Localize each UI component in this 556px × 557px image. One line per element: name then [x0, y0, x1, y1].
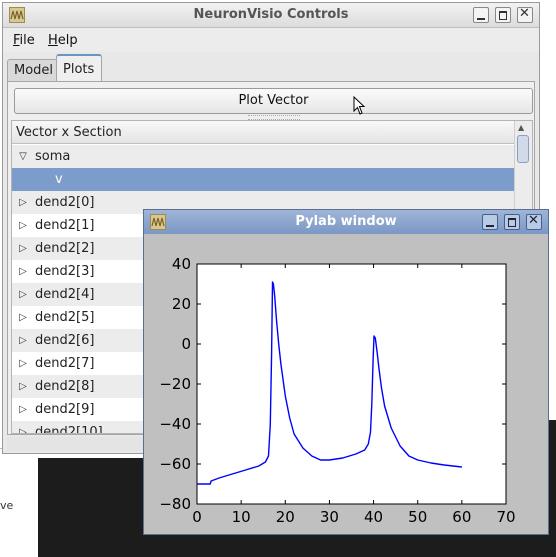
expand-right-arrow-icon[interactable]: ▷ [19, 197, 27, 208]
tree-row[interactable]: ▷ dend2[0] [12, 191, 516, 214]
pylab-close-button[interactable]: ✕ [526, 214, 542, 230]
tree-row-label: dend2[0] [35, 195, 95, 210]
maximize-button[interactable] [495, 7, 511, 23]
minimize-button[interactable] [473, 7, 489, 23]
maximize-icon [499, 11, 507, 20]
expand-right-arrow-icon[interactable]: ▷ [19, 312, 27, 323]
x-tick-label: 10 [232, 508, 251, 526]
tree-row-label: dend2[1] [35, 218, 95, 233]
y-tick-label: 0 [181, 335, 191, 353]
splitter-handle[interactable] [248, 115, 300, 120]
x-tick-label: 0 [192, 508, 202, 526]
app-icon [9, 7, 25, 23]
expand-right-arrow-icon[interactable]: ▷ [19, 266, 27, 277]
expand-down-arrow-icon[interactable]: ▽ [19, 151, 27, 162]
pylab-window-title: Pylab window [295, 214, 397, 229]
pylab-app-icon [150, 214, 166, 230]
menubar: File Help [3, 28, 539, 52]
expand-right-arrow-icon[interactable]: ▷ [19, 243, 27, 254]
tree-row[interactable]: ▷ dend2[9] [12, 398, 516, 421]
expand-right-arrow-icon[interactable]: ▷ [19, 427, 27, 434]
y-tick-label: 40 [172, 255, 191, 273]
voltage-series-line [197, 281, 462, 485]
scroll-thumb[interactable] [517, 135, 529, 163]
background-window-edge [548, 420, 556, 460]
tree-row[interactable]: ▽ soma [12, 145, 516, 168]
tree-row[interactable]: ▷ dend2[3] [12, 260, 516, 283]
mouse-cursor-icon [353, 96, 366, 115]
tree-row-label: dend2[5] [35, 310, 95, 325]
pylab-titlebar[interactable]: Pylab window ✕ [144, 210, 548, 234]
tree-row-label: dend2[6] [35, 333, 95, 348]
expand-right-arrow-icon[interactable]: ▷ [19, 404, 27, 415]
tree-row-selected[interactable]: v [12, 168, 516, 191]
expand-right-arrow-icon[interactable]: ▷ [19, 289, 27, 300]
tab-plots[interactable]: Plots [56, 54, 102, 83]
main-titlebar[interactable]: NeuronVisio Controls ✕ [3, 3, 539, 28]
tab-bar: Model Plots [7, 53, 537, 83]
y-tick-label: −40 [159, 415, 191, 433]
y-tick-label: 20 [172, 295, 191, 313]
window-title: NeuronVisio Controls [193, 7, 349, 22]
x-tick-label: 60 [452, 508, 471, 526]
expand-right-arrow-icon[interactable]: ▷ [19, 220, 27, 231]
tree-row[interactable]: ▷ dend2[5] [12, 306, 516, 329]
tree-row-label: v [55, 172, 63, 187]
maximize-icon [508, 218, 516, 227]
y-tick-label: −20 [159, 375, 191, 393]
menu-file[interactable]: File [13, 33, 35, 48]
tree-header[interactable]: Vector x Section [12, 121, 516, 144]
menu-help[interactable]: Help [48, 33, 78, 48]
x-tick-label: 20 [276, 508, 295, 526]
tree-row-label: dend2[9] [35, 402, 95, 417]
tree-row-label: dend2[10] [35, 425, 103, 434]
tree-row-label: dend2[7] [35, 356, 95, 371]
pylab-maximize-button[interactable] [504, 214, 520, 230]
plot-area [196, 263, 507, 505]
background-text: ve [0, 499, 14, 512]
tree-row-label: dend2[3] [35, 264, 95, 279]
x-tick-label: 30 [320, 508, 339, 526]
tree-row-label: soma [35, 149, 71, 164]
y-tick-label: −80 [159, 495, 191, 513]
minimize-icon [477, 18, 485, 20]
expand-right-arrow-icon[interactable]: ▷ [19, 358, 27, 369]
tab-model[interactable]: Model [7, 59, 61, 82]
tree-row-label: dend2[4] [35, 287, 95, 302]
x-tick-label: 70 [496, 508, 515, 526]
close-icon: ✕ [528, 213, 539, 228]
tree-row-label: dend2[2] [35, 241, 95, 256]
scroll-up-icon[interactable]: ▲ [518, 123, 525, 132]
expand-right-arrow-icon[interactable]: ▷ [19, 381, 27, 392]
minimize-icon [486, 225, 494, 227]
tree-row[interactable]: ▷ dend2[7] [12, 352, 516, 375]
plot-vector-button[interactable]: Plot Vector [14, 88, 533, 114]
expand-right-arrow-icon[interactable]: ▷ [19, 335, 27, 346]
tree-row[interactable]: ▷ dend2[1] [12, 214, 516, 237]
close-icon: ✕ [519, 6, 530, 21]
x-tick-label: 40 [364, 508, 383, 526]
x-tick-label: 50 [408, 508, 427, 526]
voltage-plot: 0 10 20 30 40 50 60 70 40 20 0 −20 −40 −60 −80 [159, 255, 515, 526]
pylab-minimize-button[interactable] [482, 214, 498, 230]
tree-row-label: dend2[8] [35, 379, 95, 394]
y-tick-label: −60 [159, 455, 191, 473]
close-button[interactable]: ✕ [517, 7, 533, 23]
pylab-window: Pylab window ✕ 0 10 20 30 40 50 60 70 40 20 0 −20 −4… [143, 209, 549, 535]
